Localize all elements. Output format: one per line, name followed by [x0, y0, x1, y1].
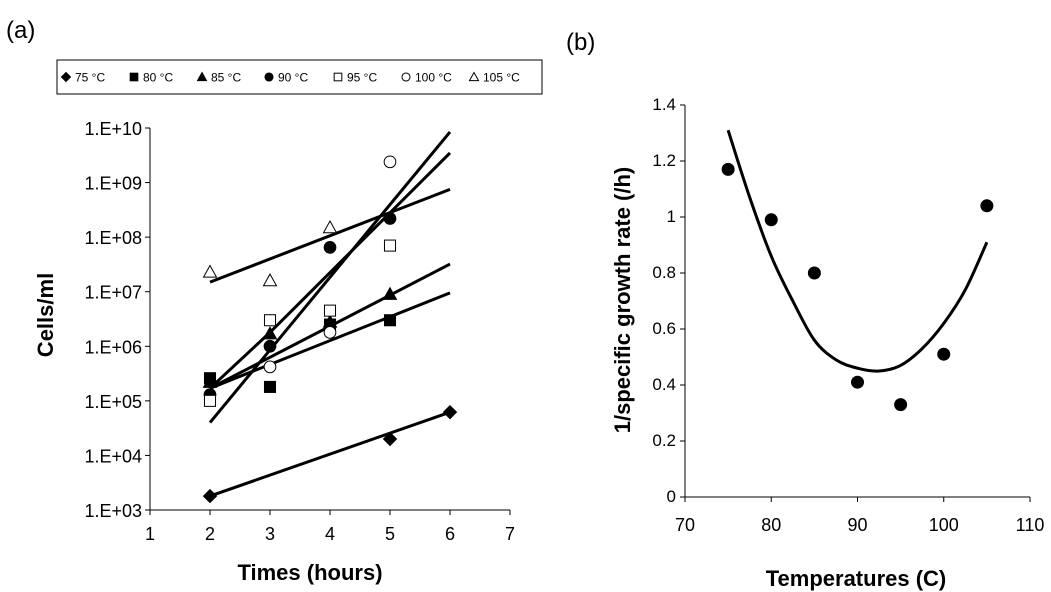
x-tick-label: 6: [445, 524, 455, 544]
y-tick-label: 1: [667, 207, 676, 226]
y-tick-label: 1.E+03: [84, 501, 142, 521]
axis-ticks: 1 2 3 4 5 6 7 1.E+10 1.E+09 1.E+08 1.E+07 1.E+06 1.E…: [84, 119, 515, 544]
y-tick-label: 1.E+05: [84, 392, 142, 412]
y-tick-label: 0.2: [652, 431, 676, 450]
data-point: [764, 213, 778, 227]
data-point: [262, 273, 278, 287]
legend-entry: 100 °C: [401, 71, 452, 85]
fit-line: [208, 130, 452, 424]
legend-entry: 75 °C: [60, 71, 105, 85]
data-point: [721, 162, 735, 176]
x-tick-label: 3: [265, 524, 275, 544]
chart-b: (b) 70 80 90 100 110 1.4 1.2 1 0.8 0.6 0.4 0.2 0 Tem…: [566, 29, 1044, 591]
fit-line: [209, 188, 451, 284]
legend-label: 75 °C: [75, 71, 105, 85]
x-tick-label: 90: [847, 515, 867, 535]
y-tick-label: 1.E+06: [84, 337, 142, 357]
data-point: [383, 239, 397, 252]
legend-marker: [60, 71, 72, 83]
x-tick-label: 5: [385, 524, 395, 544]
data-point: [383, 155, 397, 169]
legend-label: 85 °C: [211, 71, 241, 85]
y-tick-label: 0: [667, 487, 676, 506]
fit-lines: [208, 130, 452, 498]
data-point: [980, 199, 994, 213]
data-point: [202, 374, 218, 388]
x-tick-label: 7: [505, 524, 515, 544]
y-tick-label: 1.E+04: [84, 446, 142, 466]
legend-label: 105 °C: [483, 71, 520, 85]
y-tick-label: 1.E+09: [84, 174, 142, 194]
x-tick-label: 4: [325, 524, 335, 544]
data-point: [442, 404, 458, 420]
fit-curve: [726, 129, 989, 373]
data-point: [807, 266, 821, 280]
axis-ticks: 70 80 90 100 110 1.4 1.2 1 0.8 0.6 0.4 0.2 0: [652, 95, 1044, 535]
fit-line: [208, 151, 452, 390]
panel-label-a: (a): [6, 17, 35, 44]
fit-line: [209, 410, 451, 498]
x-axis-title: Times (hours): [237, 560, 382, 585]
x-tick-label: 70: [675, 515, 695, 535]
legend-label: 100 °C: [415, 71, 452, 85]
x-tick-label: 110: [1016, 515, 1045, 535]
x-axis-title: Temperatures (C): [766, 566, 947, 591]
legend-marker: [196, 71, 208, 82]
data-point: [851, 375, 864, 389]
legend: 75 °C 80 °C 85 °C 90 °C 95 °C 100 °C 105 °C: [60, 71, 520, 85]
data-point: [323, 326, 337, 339]
legend-marker: [468, 71, 480, 82]
legend-marker: [129, 72, 139, 82]
legend-entry: 95 °C: [333, 71, 377, 85]
data-point: [382, 286, 398, 300]
y-tick-label: 1.2: [652, 151, 676, 170]
legend-label: 90 °C: [278, 71, 308, 85]
legend-label: 80 °C: [143, 71, 173, 85]
data-point: [263, 360, 277, 374]
legend-entry: 90 °C: [264, 71, 308, 85]
data-point: [383, 212, 397, 225]
data-point: [383, 314, 397, 327]
x-tick-label: 1: [145, 524, 155, 544]
data-point: [894, 398, 908, 412]
data-point: [263, 380, 277, 393]
y-axis-title: Cells/ml: [33, 273, 58, 357]
y-tick-label: 0.8: [652, 263, 676, 282]
y-tick-label: 1.E+08: [84, 228, 142, 248]
fit-line: [726, 129, 989, 373]
y-tick-label: 0.4: [652, 375, 676, 394]
legend-marker: [333, 72, 343, 82]
legend-entry: 105 °C: [468, 71, 520, 85]
y-tick-label: 0.6: [652, 319, 676, 338]
data-point: [323, 304, 337, 317]
legend-label: 95 °C: [347, 71, 377, 85]
legend-entry: 85 °C: [196, 71, 241, 85]
data-points: [202, 155, 458, 504]
y-tick-label: 1.E+07: [84, 283, 142, 303]
x-tick-label: 100: [929, 515, 959, 535]
y-axis-title: 1/specific growth rate (/h): [610, 167, 635, 434]
data-point: [203, 394, 217, 407]
legend-marker: [264, 72, 274, 82]
y-tick-label: 1.E+10: [84, 119, 142, 139]
data-point: [937, 347, 951, 361]
panel-label-b: (b): [566, 29, 595, 56]
x-tick-label: 2: [205, 524, 215, 544]
legend-marker: [401, 72, 411, 82]
y-tick-label: 1.4: [652, 95, 676, 114]
data-point: [202, 488, 218, 504]
data-point: [322, 220, 338, 234]
data-point: [263, 339, 277, 353]
data-points: [721, 162, 994, 412]
x-tick-label: 80: [761, 515, 781, 535]
data-point: [323, 241, 337, 254]
data-point: [382, 431, 398, 447]
data-point: [263, 314, 277, 327]
legend-entry: 80 °C: [129, 71, 173, 85]
chart-a: (a) 75 °C 80 °C 85 °C 90 °C 95 °C 100 °C 105 °…: [6, 17, 543, 585]
data-point: [262, 326, 278, 340]
data-point: [202, 264, 218, 278]
